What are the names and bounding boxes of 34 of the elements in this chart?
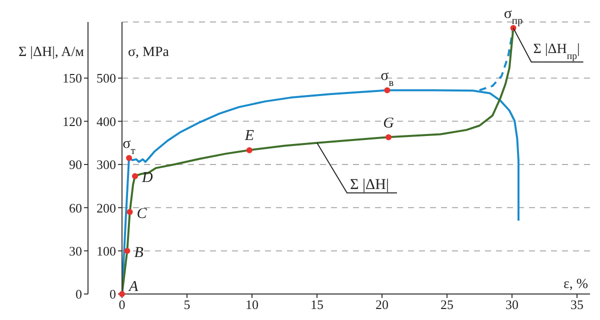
annotation: G xyxy=(383,115,394,132)
y-tick-label: 400 xyxy=(96,114,116,129)
annotation: Σ |ΔH$_{пр}$| xyxy=(533,42,580,62)
x-tick-label: 0 xyxy=(118,297,126,312)
y2-tick-label: 30 xyxy=(69,243,82,258)
y2-tick-label: 120 xyxy=(62,114,82,129)
annotation: A xyxy=(128,279,139,295)
y-tick-label: 500 xyxy=(96,70,116,86)
x-tick-label: 30 xyxy=(506,297,518,312)
annotation: σ$_{т}$ xyxy=(122,136,136,156)
x-tick-label: 10 xyxy=(246,297,258,312)
annotation: E xyxy=(244,128,254,144)
text: Σ |ΔH| xyxy=(350,176,389,193)
annotation: B xyxy=(134,244,144,261)
x-axis-title: ε, % xyxy=(563,277,588,292)
y-axis-title: σ, MPa xyxy=(128,45,170,60)
x-tick-label: 20 xyxy=(376,297,388,312)
y2-tick-label: 150 xyxy=(62,70,82,86)
y2-tick-label: 90 xyxy=(69,157,82,172)
x-tick-label: 5 xyxy=(184,297,190,312)
y2-tick-label: 60 xyxy=(69,200,82,216)
annotation: D xyxy=(141,170,153,186)
y-tick-label: 0 xyxy=(110,286,116,302)
annotation: σ$_{пр}$ xyxy=(504,6,523,27)
y-tick-label: 300 xyxy=(96,157,116,172)
y-tick-label: 100 xyxy=(96,243,116,258)
x-tick-label: 15 xyxy=(310,297,324,312)
y-tick-label: 200 xyxy=(96,200,116,216)
y2-axis-title: Σ |ΔH|, A/м xyxy=(18,45,84,60)
x-tick-label: 25 xyxy=(440,297,454,312)
annotation: σ$_{в}$ xyxy=(380,68,394,89)
annotation: C xyxy=(136,206,148,222)
x-tick-label: 35 xyxy=(570,297,584,312)
y2-tick-label: 0 xyxy=(76,286,82,302)
